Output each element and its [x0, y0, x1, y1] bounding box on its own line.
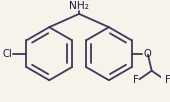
Text: Cl: Cl [2, 49, 12, 59]
Text: NH₂: NH₂ [69, 1, 89, 11]
Text: F: F [133, 75, 139, 85]
Text: F: F [165, 75, 170, 85]
Text: O: O [143, 49, 151, 59]
